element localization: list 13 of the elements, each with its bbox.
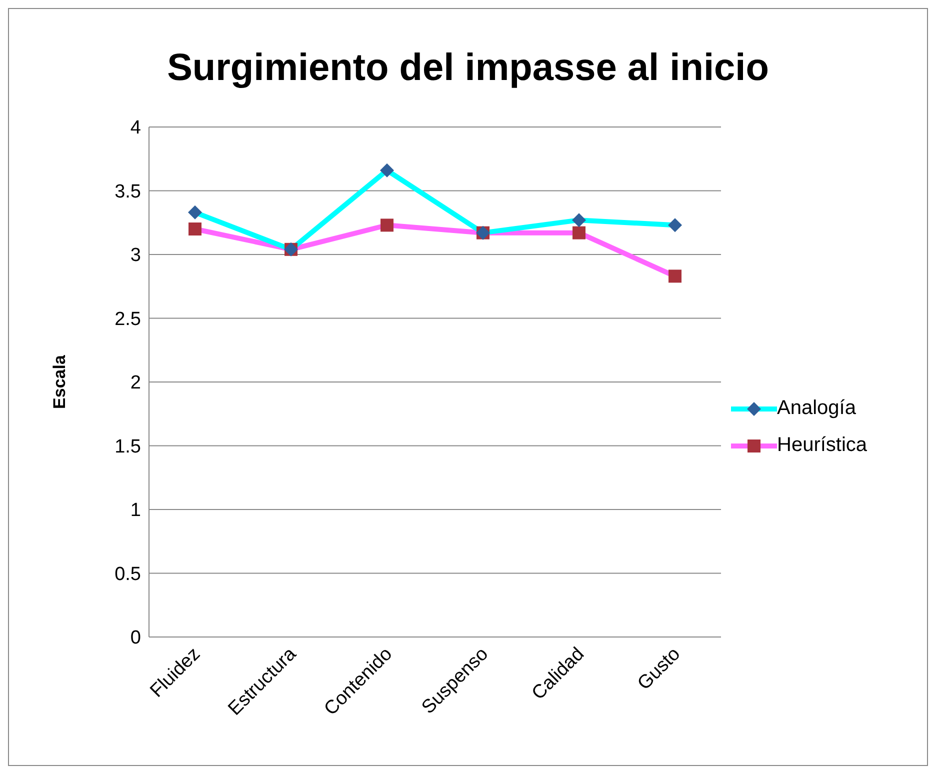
y-tick-label: 2 (130, 372, 141, 394)
y-tick-label: 0 (130, 628, 141, 649)
chart-title: Surgimiento del impasse al inicio (166, 47, 770, 91)
y-axis-title: Escala (50, 354, 70, 409)
y-tick-label: 4 (130, 118, 142, 139)
y-tick-label: 1 (130, 500, 141, 522)
legend-label: Heurística (777, 434, 868, 457)
y-tick-label: 3 (130, 245, 141, 266)
legend-label: Analogía (777, 397, 856, 420)
y-tick-label: 1.5 (114, 436, 141, 458)
y-tick-label: 0.5 (114, 564, 141, 585)
y-tick-label: 3.5 (114, 181, 141, 202)
y-tick-label: 2.5 (114, 308, 141, 330)
